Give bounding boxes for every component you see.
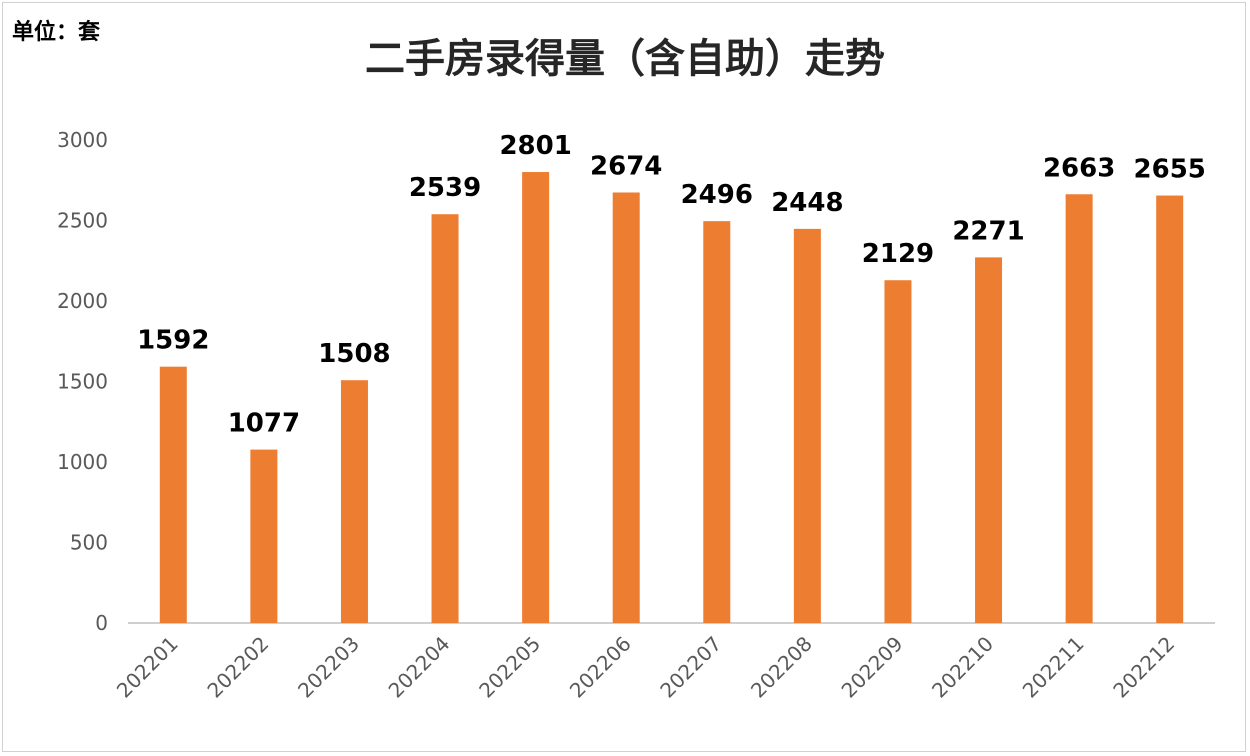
- y-tick-label: 2000: [57, 289, 108, 313]
- x-tick-label: 202205: [474, 632, 545, 703]
- y-tick-label: 1000: [57, 450, 108, 474]
- bar: [1156, 195, 1184, 624]
- data-label: 2663: [1043, 153, 1115, 183]
- bar: [884, 280, 912, 623]
- y-tick-label: 500: [70, 531, 108, 555]
- bar: [431, 214, 459, 623]
- bar: [703, 221, 731, 624]
- x-tick-label: 202209: [837, 632, 908, 703]
- data-label: 2271: [952, 216, 1024, 246]
- x-tick-label: 202210: [927, 632, 998, 703]
- chart-title: 二手房录得量（含自助）走势: [365, 35, 885, 82]
- data-label: 1508: [318, 339, 390, 369]
- bar: [522, 172, 550, 623]
- y-tick-label: 2500: [57, 209, 108, 233]
- data-label: 2496: [681, 180, 753, 210]
- bar: [159, 366, 187, 623]
- x-tick-label: 202212: [1108, 632, 1179, 703]
- unit-label: 单位：套: [12, 20, 101, 45]
- data-label: 2801: [499, 131, 571, 161]
- data-label: 2655: [1134, 155, 1206, 185]
- y-tick-label: 1500: [57, 370, 108, 394]
- bar: [340, 380, 368, 623]
- data-label: 2539: [409, 173, 481, 203]
- x-tick-label: 202208: [746, 632, 817, 703]
- x-tick-label: 202203: [293, 632, 364, 703]
- y-tick-label: 0: [95, 611, 108, 635]
- bar: [612, 192, 640, 623]
- x-tick-label: 202207: [655, 632, 726, 703]
- x-tick-label: 202201: [112, 632, 183, 703]
- bar: [1065, 194, 1093, 623]
- data-label: 2448: [771, 188, 843, 218]
- x-tick-label: 202204: [384, 632, 455, 703]
- bar: [975, 257, 1003, 623]
- x-tick-label: 202202: [202, 632, 273, 703]
- x-tick-label: 202211: [1018, 632, 1089, 703]
- data-label: 2129: [862, 239, 934, 269]
- data-label: 1077: [228, 409, 300, 439]
- y-tick-label: 3000: [57, 128, 108, 152]
- bar: [793, 228, 821, 623]
- x-tick-label: 202206: [565, 632, 636, 703]
- data-label: 2674: [590, 151, 662, 181]
- bar: [250, 449, 278, 623]
- data-label: 1592: [137, 326, 209, 356]
